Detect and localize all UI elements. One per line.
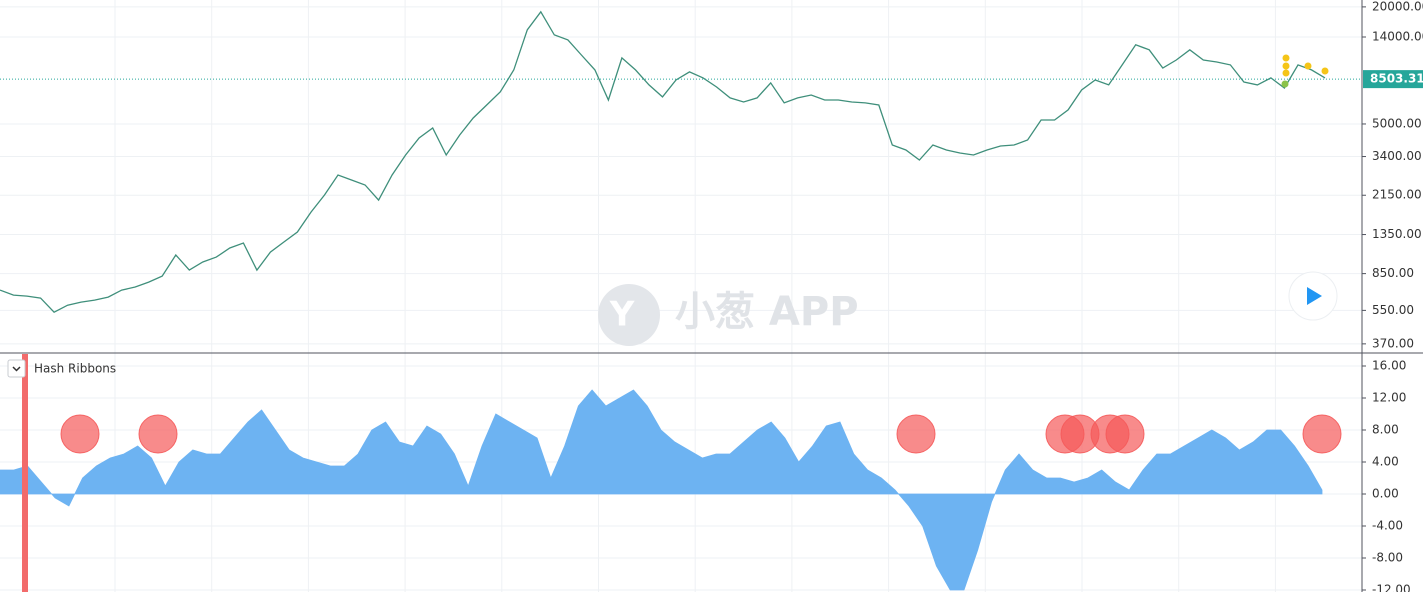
y-tick-label: 2150.00 [1372, 188, 1422, 202]
watermark: 小葱 APP [675, 289, 859, 335]
current-price-box [1363, 70, 1423, 89]
event-dot [1282, 62, 1290, 70]
watermark-logo [598, 284, 660, 346]
signal-marker [60, 414, 100, 454]
signal-marker [896, 414, 936, 454]
signal-bar [22, 354, 28, 592]
y-tick-label: 0.00 [1372, 487, 1399, 501]
y-tick-label: 5000.00 [1372, 116, 1422, 130]
play-icon[interactable] [1307, 287, 1322, 305]
event-dot [1304, 62, 1312, 70]
y-tick-label: -4.00 [1372, 519, 1403, 533]
y-tick-label: 20000.00 [1372, 0, 1423, 13]
y-tick-label: 12.00 [1372, 391, 1406, 405]
y-tick-label: 16.00 [1372, 359, 1406, 373]
y-tick-label: 550.00 [1372, 303, 1414, 317]
event-dot [1282, 54, 1290, 62]
collapse-button[interactable] [7, 359, 26, 378]
y-tick-label: 850.00 [1372, 266, 1414, 280]
price-line [0, 10, 1326, 314]
event-dot [1281, 80, 1289, 88]
current-price-label: 8503.31 [1370, 72, 1423, 86]
signal-marker [1302, 414, 1342, 454]
indicator-title: Hash Ribbons [34, 362, 116, 376]
y-tick-label: 1350.00 [1372, 227, 1422, 241]
y-tick-label: 8.00 [1372, 423, 1399, 437]
y-tick-label: 3400.00 [1372, 149, 1422, 163]
chevron-icon[interactable] [12, 366, 21, 372]
signal-marker [138, 414, 178, 454]
event-dot [1321, 67, 1329, 75]
watermark-logo-glyph: Y [609, 295, 635, 335]
y-tick-label: 4.00 [1372, 455, 1399, 469]
y-tick-label: 14000.00 [1372, 30, 1423, 44]
y-tick-label: -12.00 [1372, 583, 1411, 592]
y-tick-label: 370.00 [1372, 336, 1414, 350]
event-dot [1282, 69, 1290, 77]
hash-ribbon-area [0, 389, 1323, 591]
signal-marker [1105, 414, 1145, 454]
y-tick-label: -8.00 [1372, 551, 1403, 565]
